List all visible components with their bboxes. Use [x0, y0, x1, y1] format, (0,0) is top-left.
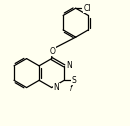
Text: S: S: [71, 76, 76, 85]
Text: Cl: Cl: [83, 4, 91, 13]
Text: N: N: [54, 83, 59, 92]
Text: I: I: [70, 87, 72, 92]
Text: N: N: [66, 61, 72, 70]
Text: O: O: [49, 46, 55, 56]
